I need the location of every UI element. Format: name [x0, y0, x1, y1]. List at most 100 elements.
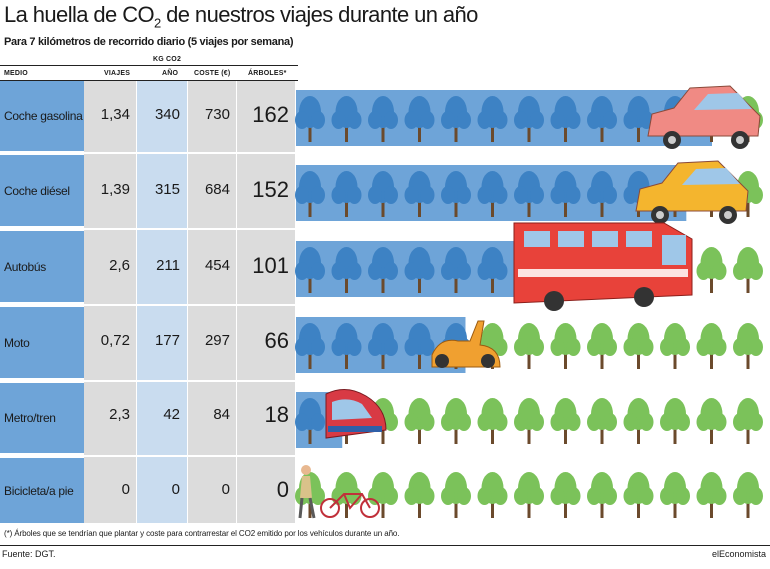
chart-title: La huella de CO2 de nuestros viajes dura…	[4, 2, 478, 31]
tree-icon	[295, 398, 325, 444]
row-separator	[0, 228, 298, 230]
row-separator	[0, 152, 298, 154]
column-background-viajes	[84, 81, 136, 523]
cell-coste: 297	[204, 332, 230, 349]
tree-icon	[623, 398, 654, 444]
tree-icon	[696, 323, 727, 369]
tree-icon	[477, 171, 508, 217]
tree-bar-row	[295, 85, 763, 149]
cell-coste: 684	[204, 181, 230, 198]
tree-icon	[404, 398, 435, 444]
tree-icon	[550, 323, 581, 369]
tree-icon	[368, 323, 398, 369]
cell-arboles: 18	[264, 402, 289, 427]
cell-arboles: 101	[252, 253, 289, 278]
tree-icon	[587, 398, 617, 444]
chart-subtitle: Para 7 kilómetros de recorrido diario (5…	[4, 36, 294, 48]
tree-icon	[404, 96, 435, 142]
tree-icon	[660, 323, 690, 369]
row-label-medio: Autobús	[0, 231, 84, 302]
tree-icon	[623, 472, 654, 518]
cell-ano: 42	[163, 406, 180, 423]
source-note: Fuente: DGT.	[2, 549, 56, 559]
cell-viajes: 0	[121, 481, 130, 498]
tree-icon	[295, 247, 325, 293]
tree-icon	[550, 398, 581, 444]
tree-icon	[441, 247, 471, 293]
tree-icon	[441, 96, 471, 142]
cell-ano: 340	[154, 106, 180, 123]
tree-bar-row	[295, 317, 763, 373]
tree-icon	[587, 323, 617, 369]
tree-icon	[514, 472, 544, 518]
column-header-coste: COSTE (€)	[194, 70, 231, 77]
tree-icon	[404, 247, 435, 293]
tree-icon	[295, 323, 325, 369]
row-separator	[0, 455, 298, 457]
cell-arboles: 0	[276, 477, 289, 502]
cell-arboles: 162	[252, 102, 289, 127]
cell-coste: 84	[213, 406, 230, 423]
row-separator	[0, 304, 298, 306]
tree-icon	[295, 96, 325, 142]
footnote: (*) Árboles que se tendrían que plantar …	[4, 529, 400, 538]
tree-icon	[696, 247, 727, 293]
cell-viajes: 2,3	[109, 406, 130, 423]
car-pink-icon	[647, 85, 761, 149]
tree-bar-row	[295, 465, 763, 519]
tree-icon	[587, 96, 617, 142]
tree-icon	[404, 323, 435, 369]
row-label-medio: Coche gasolina	[0, 81, 84, 151]
tree-icon	[477, 247, 508, 293]
cell-ano: 177	[154, 332, 180, 349]
cell-arboles: 152	[252, 177, 289, 202]
tree-icon	[331, 96, 362, 142]
column-background-coste	[188, 81, 236, 523]
tree-icon	[696, 398, 727, 444]
header-group-kgco2: KG CO2	[153, 56, 182, 63]
column-header-ano: AÑO	[162, 70, 179, 77]
tree-icon	[331, 171, 362, 217]
cell-viajes: 1,34	[100, 106, 130, 123]
bicycle-icon	[298, 465, 380, 519]
column-header-viajes: VIAJES	[104, 70, 131, 77]
tree-icon	[733, 247, 763, 293]
row-label-medio: Coche diésel	[0, 155, 84, 226]
tree-icon	[477, 96, 508, 142]
column-background-ano	[137, 81, 187, 523]
footer-rule	[0, 545, 770, 546]
column-header-arboles: ÁRBOLES*	[248, 70, 287, 77]
tree-icon	[368, 472, 398, 518]
tree-icon	[587, 472, 617, 518]
tree-icon	[295, 171, 325, 217]
row-separator	[0, 380, 298, 382]
bus-icon	[513, 222, 693, 311]
tree-icon	[477, 472, 508, 518]
tree-bar-row	[295, 389, 763, 448]
brand-logo: elEconomista	[711, 549, 766, 559]
header-top-rule	[0, 65, 298, 66]
tree-icon	[587, 171, 617, 217]
tree-icon	[514, 323, 544, 369]
tree-icon	[404, 472, 435, 518]
tree-icon	[368, 171, 398, 217]
tree-icon	[331, 323, 362, 369]
tree-icon	[368, 96, 398, 142]
tree-icon	[623, 96, 654, 142]
train-icon	[325, 389, 387, 439]
row-label-medio: Moto	[0, 307, 84, 378]
tree-bar-row	[295, 160, 763, 224]
cell-coste: 0	[221, 481, 230, 498]
cell-viajes: 2,6	[109, 257, 130, 274]
column-header-medio: MEDIO	[4, 70, 28, 77]
tree-icon	[514, 96, 544, 142]
tree-icon	[660, 472, 690, 518]
cell-ano: 315	[154, 181, 180, 198]
cell-ano: 0	[171, 481, 180, 498]
cell-coste: 730	[204, 106, 230, 123]
column-background-arboles	[237, 81, 295, 523]
tree-icon	[733, 472, 763, 518]
tree-icon	[696, 472, 727, 518]
cell-arboles: 66	[264, 328, 289, 353]
